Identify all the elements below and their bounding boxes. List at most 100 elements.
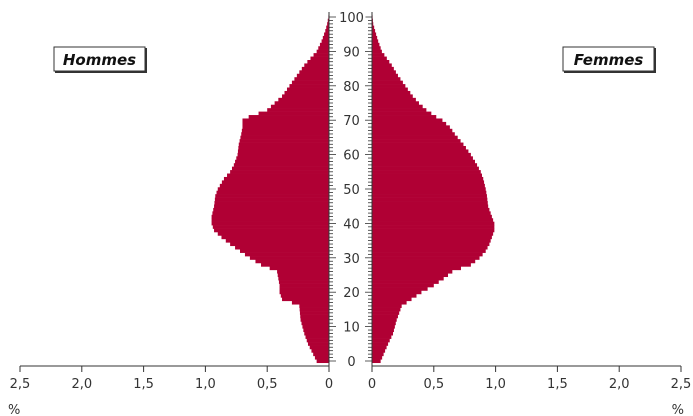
- bar-hommes-age-47: [214, 197, 329, 202]
- age-label-bg-9: [341, 43, 362, 59]
- bar-hommes-age-20: [279, 290, 329, 295]
- bar-femmes-age-18: [372, 297, 412, 302]
- x-tick-label-left-1: 2,0: [71, 377, 92, 392]
- x-tick-label-right-5: 2,5: [671, 377, 692, 392]
- bar-femmes-age-17: [372, 300, 407, 305]
- bar-hommes-age-16: [299, 304, 329, 308]
- age-label-bg-5: [341, 181, 362, 196]
- bar-hommes-age-73: [267, 108, 329, 112]
- bar-femmes-age-96: [372, 29, 376, 33]
- bar-femmes-age-84: [372, 70, 396, 75]
- bar-femmes-age-98: [372, 22, 374, 26]
- bar-femmes-age-35: [372, 238, 491, 243]
- bar-hommes-age-55: [230, 170, 329, 174]
- bar-hommes-age-90: [316, 49, 329, 54]
- age-tick-label-10: 10: [343, 321, 360, 336]
- bar-femmes-age-44: [372, 207, 490, 212]
- age-tick-label-100: 100: [339, 11, 364, 26]
- bar-femmes-age-95: [372, 32, 377, 37]
- bar-femmes-age-30: [372, 256, 480, 260]
- bar-hommes-age-65: [240, 135, 329, 140]
- bar-femmes-age-73: [372, 108, 427, 112]
- bar-femmes-age-86: [372, 63, 392, 68]
- bar-femmes-age-16: [372, 304, 402, 308]
- age-label-bg-0: [345, 353, 358, 368]
- age-tick-label-40: 40: [343, 217, 360, 232]
- bar-femmes-age-54: [372, 173, 482, 178]
- bar-femmes-age-6: [372, 338, 390, 343]
- bar-femmes-age-61: [372, 149, 469, 154]
- x-tick-label-right-1: 0,5: [423, 377, 444, 392]
- bar-femmes-age-85: [372, 66, 394, 71]
- bar-hommes-age-46: [214, 201, 329, 205]
- bar-femmes-age-8: [372, 331, 394, 336]
- bar-femmes-age-42: [372, 214, 492, 219]
- bar-femmes-age-3: [372, 348, 386, 353]
- bar-hommes-age-43: [212, 211, 329, 216]
- bar-femmes-age-27: [372, 266, 461, 271]
- bar-hommes-age-12: [300, 318, 329, 322]
- bar-femmes-age-68: [372, 125, 450, 130]
- bar-femmes-age-81: [372, 80, 403, 85]
- bar-femmes-age-7: [372, 335, 392, 339]
- age-label-bg-1: [341, 318, 362, 334]
- bar-hommes-age-8: [304, 331, 329, 336]
- bar-hommes-age-64: [239, 139, 329, 143]
- bar-femmes-age-51: [372, 183, 485, 188]
- bar-femmes-age-75: [372, 101, 419, 106]
- bar-femmes-age-5: [372, 342, 389, 346]
- bar-femmes-age-40: [372, 221, 495, 226]
- bar-femmes-age-80: [372, 84, 406, 88]
- bar-hommes-age-31: [244, 252, 329, 257]
- bar-femmes-age-1: [372, 355, 383, 360]
- tick-labels: 2,5 2,0 1,5 1,0 0,5 0 0 0,5 1,0 1,5 2,0 2,501020304…: [10, 9, 692, 392]
- bar-hommes-age-67: [241, 128, 329, 133]
- bar-hommes-age-89: [313, 53, 329, 57]
- bar-femmes-age-60: [372, 152, 471, 157]
- x-unit-left: %: [8, 403, 20, 416]
- bar-femmes-age-78: [372, 90, 411, 95]
- bar-hommes-age-7: [305, 335, 329, 339]
- bar-hommes-age-61: [237, 149, 329, 154]
- bar-femmes-age-79: [372, 87, 408, 92]
- bar-hommes-age-32: [240, 249, 329, 253]
- bar-hommes-age-42: [211, 214, 329, 219]
- bar-femmes-age-74: [372, 104, 423, 109]
- bar-femmes-age-94: [372, 35, 378, 40]
- bar-hommes-age-22: [279, 283, 329, 288]
- bar-femmes-age-10: [372, 324, 395, 329]
- bar-hommes-age-4: [309, 345, 329, 350]
- bar-hommes-age-72: [258, 111, 329, 116]
- bar-hommes-age-5: [307, 342, 329, 346]
- bar-hommes-age-34: [230, 242, 329, 247]
- bar-hommes-age-82: [294, 77, 329, 81]
- bar-hommes-age-99: [327, 18, 329, 23]
- bar-femmes-age-92: [372, 42, 380, 47]
- bar-femmes-age-71: [372, 115, 437, 119]
- bar-hommes-age-24: [278, 276, 329, 281]
- bar-femmes-age-31: [372, 252, 483, 257]
- bar-femmes-age-82: [372, 77, 401, 81]
- bar-femmes-age-22: [372, 283, 434, 288]
- bar-hommes-age-30: [249, 256, 329, 260]
- bar-hommes-age-52: [221, 180, 329, 185]
- bar-hommes-age-88: [310, 56, 329, 61]
- bar-femmes-age-66: [372, 132, 455, 136]
- bar-hommes-age-71: [248, 115, 329, 119]
- bar-femmes-age-24: [372, 276, 444, 281]
- bar-hommes-age-27: [269, 266, 329, 271]
- bar-femmes-age-4: [372, 345, 387, 350]
- bar-hommes-age-44: [213, 207, 329, 212]
- bar-femmes-age-34: [372, 242, 490, 247]
- bar-femmes-age-97: [372, 25, 375, 30]
- bar-hommes-age-83: [296, 73, 329, 78]
- bar-hommes-age-36: [221, 235, 329, 240]
- bar-femmes-age-21: [372, 287, 428, 291]
- bar-femmes-age-20: [372, 290, 422, 295]
- bar-hommes-age-59: [236, 156, 329, 161]
- bar-hommes-age-53: [223, 176, 329, 181]
- age-label-bg-6: [341, 146, 362, 162]
- bar-femmes-age-29: [372, 259, 476, 264]
- bar-femmes-age-12: [372, 318, 397, 322]
